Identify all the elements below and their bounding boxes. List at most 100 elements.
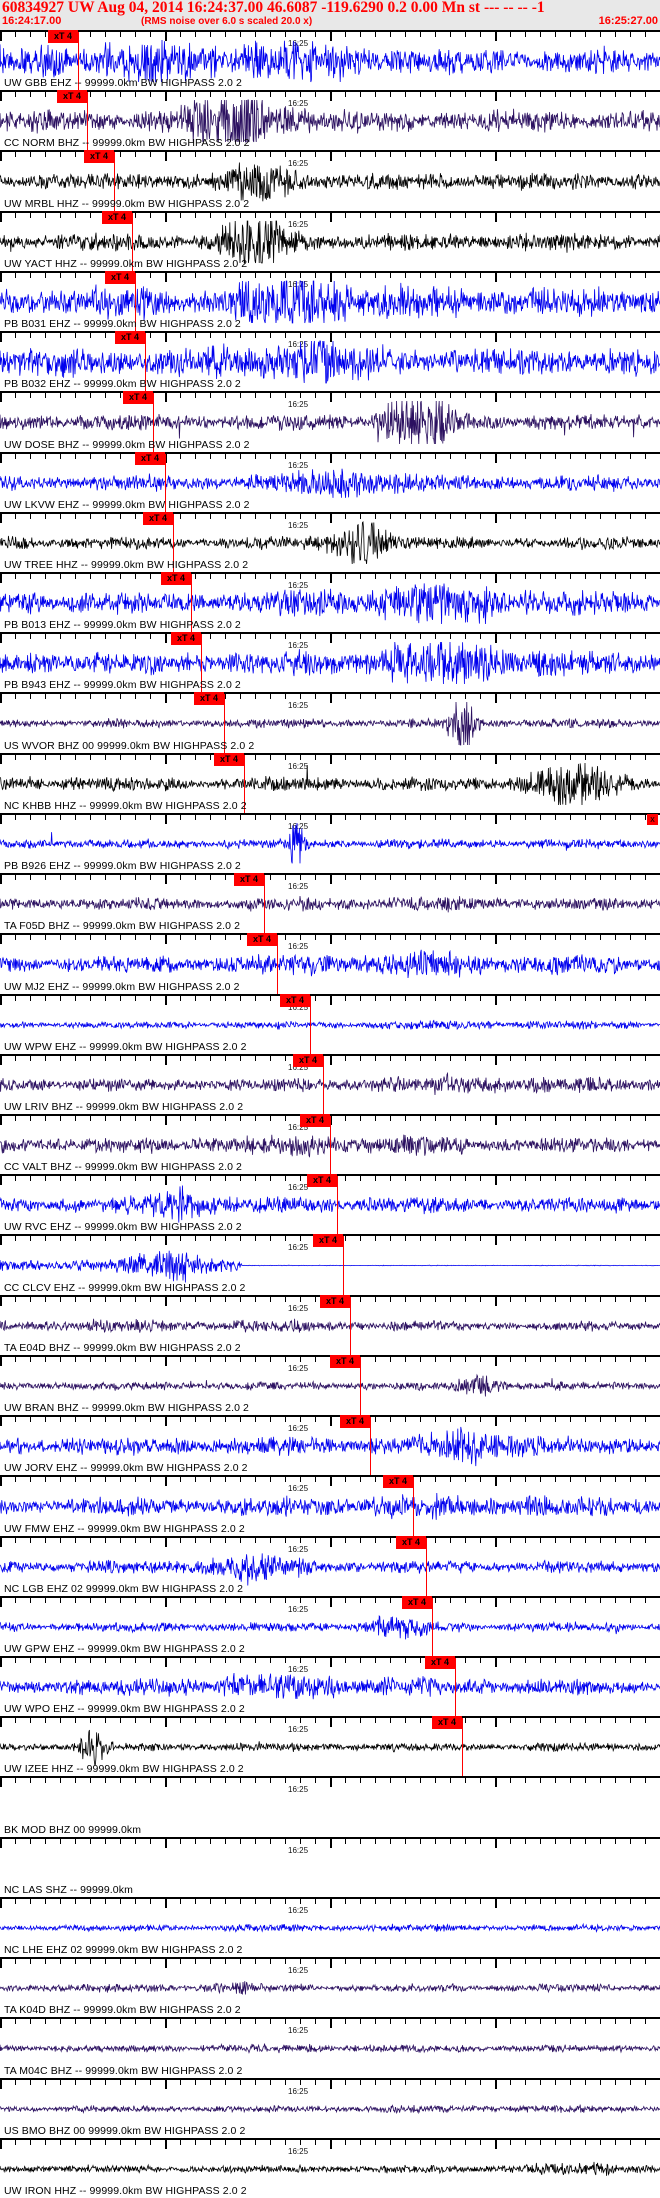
pick-time-line [455, 1658, 456, 1716]
trace-label: UW MJ2 EHZ -- 99999.0km BW HIGHPASS 2.0 … [4, 981, 240, 993]
pick-label-box[interactable]: xT 4 [247, 933, 277, 946]
pick-label-box[interactable]: xT 4 [396, 1536, 426, 1549]
pick-label-box[interactable]: xT 4 [340, 1415, 370, 1428]
pick-label-box[interactable]: xT 4 [313, 1234, 343, 1247]
trace-panel[interactable]: 16:25 xT 4 UW DOSE BHZ -- 99999.0km BW HIG… [0, 391, 660, 452]
pick-label-box[interactable]: xT 4 [432, 1716, 462, 1729]
waveform [0, 1063, 660, 1107]
pick-label-box[interactable]: xT 4 [84, 150, 114, 163]
trace-panel[interactable]: 16:25 xT 4 CC VALT BHZ -- 99999.0km BW HIG… [0, 1114, 660, 1174]
pick-label-box[interactable]: xT 4 [402, 1596, 432, 1609]
pick-label-box[interactable]: xT 4 [293, 1054, 323, 1067]
trace-panel[interactable]: 16:25 xT 4 CC NORM BHZ -- 99999.0km BW HIG… [0, 90, 660, 150]
pick-label-box[interactable]: xT 4 [194, 692, 224, 705]
pick-label-box[interactable]: xT 4 [123, 391, 153, 404]
waveform [0, 1906, 660, 1950]
time-tick-label: 16:25 [288, 2147, 309, 2156]
waveform [0, 1424, 660, 1468]
pick-label-box[interactable]: xT 4 [214, 753, 244, 766]
time-axis-ticks [0, 1596, 660, 1607]
trace-panel[interactable]: 16:25 NC LAS SHZ -- 99999.0km [0, 1837, 660, 1897]
pick-label-box[interactable]: xT 4 [115, 331, 145, 344]
pick-label-box[interactable]: xT 4 [280, 994, 310, 1007]
trace-panel[interactable]: 16:25 xT 4 UW GPW EHZ -- 99999.0km BW HIGH… [0, 1596, 660, 1656]
trace-panel[interactable]: 16:25 xT 4 TA E04D BHZ -- 99999.0km BW HIG… [0, 1295, 660, 1355]
trace-panel[interactable]: 16:25 UW IRON HHZ -- 99999.0km BW HIGHPAS… [0, 2138, 660, 2198]
trace-panel[interactable]: 16:25 xT 4 PB B031 EHZ -- 99999.0km BW HIG… [0, 271, 660, 331]
pick-time-line [330, 1116, 331, 1174]
trace-panel[interactable]: 16:25 xT 4 US WVOR BHZ 00 99999.0km BW HIG… [0, 692, 660, 753]
time-axis-ticks [0, 1716, 660, 1727]
time-tick-label: 16:25 [288, 340, 309, 349]
pick-label-box[interactable]: xT 4 [143, 512, 173, 525]
time-axis-ticks [0, 1776, 660, 1787]
pick-label-box[interactable]: xT 4 [383, 1475, 413, 1488]
trace-panel[interactable]: 16:25 xT 4 NC KHBB HHZ -- 99999.0km BW HIG… [0, 753, 660, 813]
pick-label-box[interactable]: xT 4 [425, 1656, 455, 1669]
trace-panel[interactable]: 16:25 xT 4 UW YACT HHZ -- 99999.0km BW HIG… [0, 211, 660, 271]
panel-divider [0, 1054, 660, 1056]
panel-divider [0, 150, 660, 152]
pick-label-box[interactable]: xT 4 [105, 271, 135, 284]
pick-label-box[interactable]: xT 4 [48, 30, 78, 43]
trace-panel[interactable]: 16:25 xT 4 CC CLCV EHZ -- 99999.0km BW HIG… [0, 1234, 660, 1295]
waveform [0, 340, 660, 384]
trace-panel[interactable]: 16:25 xT 4 PB B013 EHZ -- 99999.0km BW HIG… [0, 572, 660, 632]
trace-panel[interactable]: 16:25 BK MOD BHZ 00 99999.0km [0, 1776, 660, 1837]
time-axis-ticks [0, 2138, 660, 2149]
time-axis-ticks [0, 1957, 660, 1968]
pick-label-box[interactable]: xT 4 [57, 90, 87, 103]
waveform [0, 159, 660, 204]
trace-panel[interactable]: 16:25 xT 4 TA F05D BHZ -- 99999.0km BW HIG… [0, 873, 660, 933]
pick-label-box[interactable]: xT 4 [320, 1295, 350, 1308]
trace-panel[interactable]: 16:25 xT 4 UW IZEE HHZ -- 99999.0km BW HIG… [0, 1716, 660, 1776]
time-axis-ticks [0, 211, 660, 222]
waveform [0, 521, 660, 565]
trace-panel[interactable]: 16:25 xT 4 UW WPO EHZ -- 99999.0km BW HIGH… [0, 1656, 660, 1716]
pick-label-box[interactable]: xT 4 [300, 1114, 330, 1127]
waveform [0, 1665, 660, 1709]
trace-panel[interactable]: 16:25 xT 4 UW JORV EHZ -- 99999.0km BW HIG… [0, 1415, 660, 1475]
time-tick-label: 16:25 [288, 1183, 309, 1192]
trace-panel[interactable]: 16:25 TA M04C BHZ -- 99999.0km BW HIGHPAS… [0, 2017, 660, 2078]
time-tick-label: 16:25 [288, 2026, 309, 2035]
trace-panel[interactable]: 16:25 xT 4 UW WPW EHZ -- 99999.0km BW HIGH… [0, 994, 660, 1054]
trace-panel[interactable]: 16:25 xT 4 UW MJ2 EHZ -- 99999.0km BW HIGH… [0, 933, 660, 994]
pick-label-box[interactable]: xT 4 [234, 873, 264, 886]
panel-divider [0, 2138, 660, 2140]
time-axis-ticks [0, 452, 660, 463]
pick-label-box[interactable]: xT 4 [171, 632, 201, 645]
time-axis-ticks [0, 1536, 660, 1547]
panel-divider [0, 2078, 660, 2080]
time-tick-label: 16:25 [288, 220, 309, 229]
trace-label: TA E04D BHZ -- 99999.0km BW HIGHPASS 2.0… [4, 1342, 241, 1354]
pick-time-line [87, 92, 88, 150]
time-tick-label: 16:25 [288, 1304, 309, 1313]
close-icon[interactable]: x [647, 814, 658, 825]
trace-label: CC NORM BHZ -- 99999.0km BW HIGHPASS 2.0… [4, 137, 250, 149]
trace-panel[interactable]: 16:25 x PB B926 EHZ -- 99999.0km BW HIGHPA… [0, 813, 660, 873]
trace-panel[interactable]: 16:25 TA K04D BHZ -- 99999.0km BW HIGHPAS… [0, 1957, 660, 2017]
pick-label-box[interactable]: xT 4 [307, 1174, 337, 1187]
trace-panel[interactable]: 16:25 xT 4 UW TREE HHZ -- 99999.0km BW HIG… [0, 512, 660, 572]
trace-panel[interactable]: 16:25 xT 4 UW RVC EHZ -- 99999.0km BW HIGH… [0, 1174, 660, 1234]
trace-panel[interactable]: 16:25 xT 4 UW LRIV BHZ -- 99999.0km BW HIG… [0, 1054, 660, 1114]
trace-panel[interactable]: 16:25 xT 4 PB B943 EHZ -- 99999.0km BW HIG… [0, 632, 660, 692]
trace-panel[interactable]: 16:25 xT 4 PB B032 EHZ -- 99999.0km BW HIG… [0, 331, 660, 391]
pick-label-box[interactable]: xT 4 [135, 452, 165, 465]
trace-panel[interactable]: 16:25 xT 4 NC LGB EHZ 02 99999.0km BW HIGH… [0, 1536, 660, 1596]
trace-panel[interactable]: 16:25 xT 4 UW FMW EHZ -- 99999.0km BW HIGH… [0, 1475, 660, 1536]
trace-label: CC VALT BHZ -- 99999.0km BW HIGHPASS 2.0… [4, 1161, 242, 1173]
time-axis-ticks [0, 1475, 660, 1486]
trace-panel[interactable]: 16:25 xT 4 UW GBB EHZ -- 99999.0km BW HIGH… [0, 30, 660, 90]
trace-panel[interactable]: 16:25 US BMO BHZ 00 99999.0km BW HIGHPASS… [0, 2078, 660, 2138]
pick-time-line [165, 454, 166, 512]
time-axis-ticks [0, 1897, 660, 1908]
pick-label-box[interactable]: xT 4 [330, 1355, 360, 1368]
pick-label-box[interactable]: xT 4 [102, 211, 132, 224]
trace-panel[interactable]: 16:25 xT 4 UW MRBL HHZ -- 99999.0km BW HIG… [0, 150, 660, 211]
trace-panel[interactable]: 16:25 xT 4 UW BRAN BHZ -- 99999.0km BW HIG… [0, 1355, 660, 1415]
trace-panel[interactable]: 16:25 xT 4 UW LKVW EHZ -- 99999.0km BW HIG… [0, 452, 660, 512]
pick-label-box[interactable]: xT 4 [161, 572, 191, 585]
trace-panel[interactable]: 16:25 NC LHE EHZ 02 99999.0km BW HIGHPASS… [0, 1897, 660, 1957]
